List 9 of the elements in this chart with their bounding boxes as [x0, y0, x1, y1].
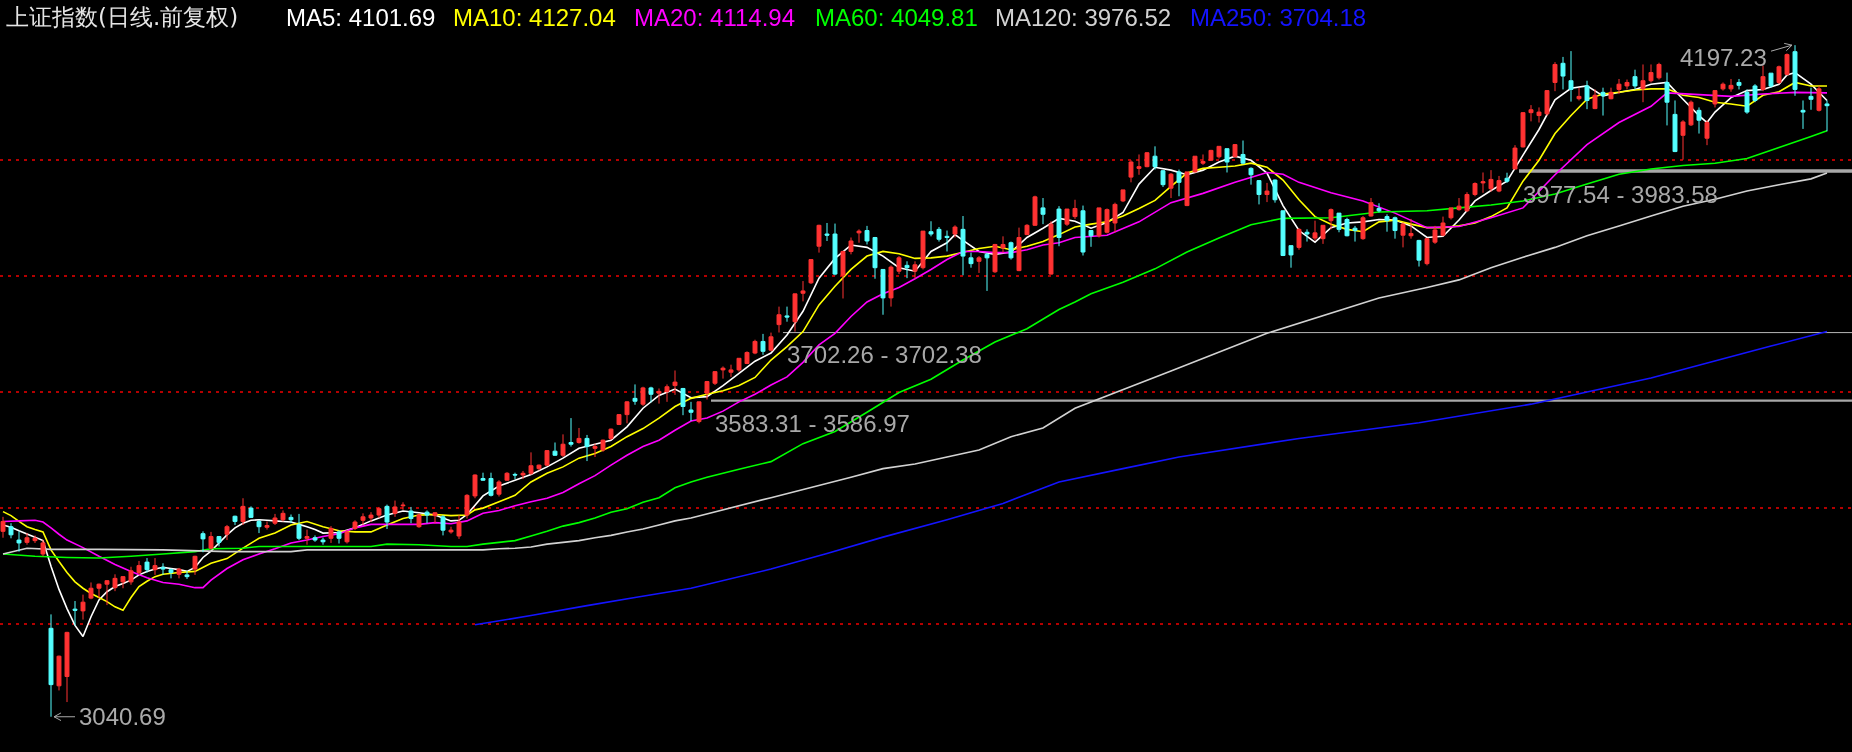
- candlestick: [1768, 72, 1774, 89]
- candlestick: [1792, 44, 1798, 97]
- candlestick: [1776, 65, 1782, 85]
- candlestick: [1808, 87, 1814, 111]
- candlestick: [1824, 99, 1830, 132]
- candlestick: [1800, 99, 1806, 130]
- candlestick: [1784, 52, 1790, 76]
- candlestick: [0, 516, 6, 539]
- candlestick: [1816, 85, 1822, 112]
